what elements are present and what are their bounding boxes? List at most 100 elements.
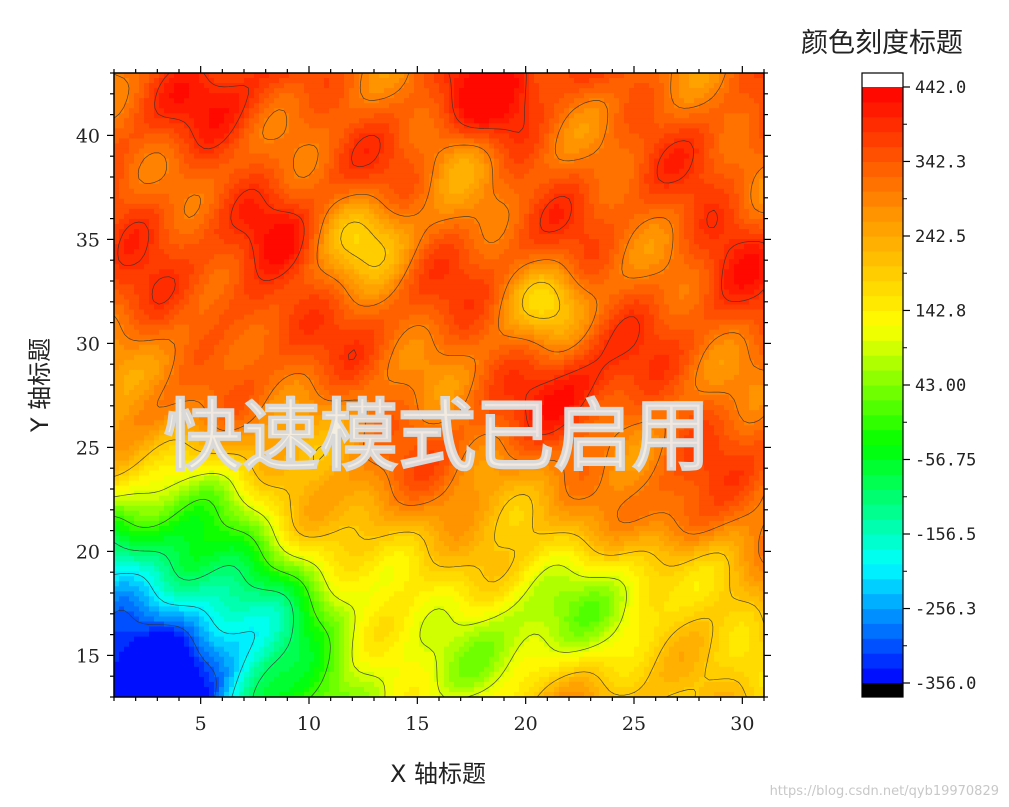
surface-cell <box>714 259 720 265</box>
surface-cell <box>549 259 555 265</box>
surface-cell <box>509 163 515 170</box>
surface-cell <box>479 93 485 99</box>
surface-cell <box>744 88 750 94</box>
surface-cell <box>659 108 665 114</box>
surface-cell <box>269 213 275 220</box>
surface-cell <box>754 249 760 255</box>
surface-cell <box>234 208 240 215</box>
surface-cell <box>249 93 255 99</box>
surface-cell <box>189 188 195 195</box>
surface-cell <box>299 193 305 200</box>
surface-cell <box>604 128 610 134</box>
surface-cell <box>584 239 590 245</box>
surface-cell <box>199 168 205 175</box>
surface-cell <box>749 88 755 94</box>
surface-cell <box>144 173 150 180</box>
surface-cell <box>394 108 400 114</box>
surface-cell <box>169 133 175 140</box>
surface-cell <box>274 208 280 215</box>
surface-cell <box>704 239 710 245</box>
surface-cell <box>369 188 375 195</box>
surface-cell <box>274 158 280 165</box>
surface-cell <box>299 133 305 140</box>
surface-cell <box>204 103 210 109</box>
surface-cell <box>539 218 545 225</box>
surface-cell <box>279 218 285 225</box>
surface-cell <box>339 239 345 245</box>
surface-cell <box>619 234 625 240</box>
surface-cell <box>269 229 275 235</box>
surface-cell <box>459 223 465 230</box>
surface-cell <box>744 113 750 119</box>
surface-cell <box>459 153 465 160</box>
surface-cell <box>364 88 370 94</box>
surface-cell <box>474 118 480 124</box>
surface-cell <box>339 264 345 270</box>
surface-cell <box>654 244 660 250</box>
surface-cell <box>644 213 650 220</box>
surface-cell <box>459 173 465 180</box>
surface-cell <box>314 188 320 195</box>
surface-cell <box>714 208 720 215</box>
surface-cell <box>599 93 605 99</box>
surface-cell <box>579 183 585 190</box>
surface-cell <box>129 108 135 114</box>
surface-cell <box>574 118 580 124</box>
surface-cell <box>729 218 735 225</box>
surface-cell <box>244 128 250 134</box>
surface-cell <box>329 239 335 245</box>
surface-cell <box>469 254 475 260</box>
surface-cell <box>204 218 210 225</box>
surface-cell <box>749 244 755 250</box>
surface-cell <box>194 244 200 250</box>
surface-cell <box>289 188 295 195</box>
surface-cell <box>419 113 425 119</box>
surface-cell <box>439 113 445 119</box>
surface-cell <box>189 118 195 124</box>
surface-cell <box>589 83 595 89</box>
surface-cell <box>189 78 195 84</box>
surface-cell <box>479 108 485 114</box>
surface-cell <box>669 183 675 190</box>
surface-cell <box>394 254 400 260</box>
surface-cell <box>749 98 755 104</box>
surface-cell <box>534 244 540 250</box>
surface-cell <box>754 218 760 225</box>
surface-cell <box>124 259 130 265</box>
surface-cell <box>134 198 140 205</box>
surface-cell <box>204 178 210 185</box>
surface-cell <box>464 113 470 119</box>
surface-cell <box>259 163 265 170</box>
surface-cell <box>319 183 325 190</box>
surface-cell <box>334 223 340 230</box>
surface-cell <box>429 93 435 99</box>
surface-cell <box>499 198 505 205</box>
surface-cell <box>129 113 135 119</box>
surface-cell <box>579 218 585 225</box>
surface-cell <box>549 98 555 104</box>
surface-cell <box>724 198 730 205</box>
surface-cell <box>414 249 420 255</box>
surface-cell <box>679 78 685 84</box>
surface-cell <box>284 183 290 190</box>
surface-cell <box>609 254 615 260</box>
surface-cell <box>454 158 460 165</box>
surface-cell <box>399 198 405 205</box>
surface-cell <box>559 178 565 185</box>
surface-cell <box>684 173 690 180</box>
surface-cell <box>179 73 185 79</box>
surface-cell <box>174 193 180 200</box>
surface-cell <box>279 153 285 160</box>
surface-cell <box>419 118 425 124</box>
surface-cell <box>664 249 670 255</box>
surface-cell <box>429 153 435 160</box>
surface-cell <box>169 73 175 79</box>
surface-cell <box>309 143 315 150</box>
surface-cell <box>619 78 625 84</box>
surface-cell <box>279 259 285 265</box>
surface-cell <box>319 259 325 265</box>
surface-cell <box>484 178 490 185</box>
surface-cell <box>239 78 245 84</box>
surface-cell <box>114 88 120 94</box>
surface-cell <box>304 158 310 165</box>
